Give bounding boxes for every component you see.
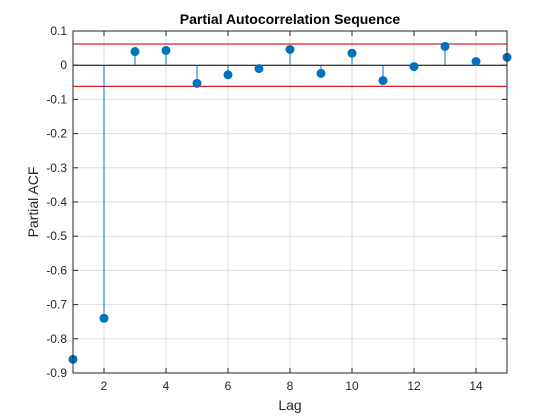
x-tick-label: 14 xyxy=(469,379,483,393)
x-tick-label: 2 xyxy=(101,379,108,393)
stem-marker xyxy=(223,70,233,80)
stem-marker xyxy=(378,76,388,86)
x-tick-label: 8 xyxy=(287,379,294,393)
stem-marker xyxy=(471,56,481,66)
x-tick-label: 10 xyxy=(345,379,359,393)
y-tick-label: -0.1 xyxy=(46,92,67,106)
y-tick-label: 0.1 xyxy=(50,24,67,38)
stem-marker xyxy=(316,68,326,78)
y-tick-label: -0.7 xyxy=(46,298,67,312)
x-tick-label: 12 xyxy=(407,379,421,393)
stem-marker xyxy=(440,41,450,51)
y-axis-label: Partial ACF xyxy=(25,167,41,238)
axis-ticks: 2 4 6 8 10 12 14 0.1 0 -0.1 -0.2 -0.3 -0.4 -0.5 -0.6 -0… xyxy=(46,24,507,393)
stem-marker xyxy=(409,62,419,72)
x-axis-label: Lag xyxy=(278,397,301,413)
y-tick-label: -0.3 xyxy=(46,161,67,175)
stem-marker xyxy=(285,44,295,54)
stem-marker xyxy=(192,78,202,88)
y-tick-label: -0.8 xyxy=(46,332,67,346)
x-tick-label: 4 xyxy=(163,379,170,393)
y-tick-label: -0.6 xyxy=(46,263,67,277)
y-tick-label: -0.9 xyxy=(46,366,67,380)
stem-marker xyxy=(130,47,140,57)
stem-marker xyxy=(99,313,109,323)
y-tick-label: -0.2 xyxy=(46,127,67,141)
y-tick-label: -0.4 xyxy=(46,195,67,209)
y-tick-label: -0.5 xyxy=(46,229,67,243)
chart-title: Partial Autocorrelation Sequence xyxy=(180,11,401,27)
stem-marker xyxy=(254,64,264,74)
stem-marker xyxy=(347,48,357,58)
x-tick-label: 6 xyxy=(225,379,232,393)
stem-marker xyxy=(161,45,171,55)
y-tick-label: 0 xyxy=(60,58,67,72)
confidence-bounds xyxy=(73,43,507,88)
